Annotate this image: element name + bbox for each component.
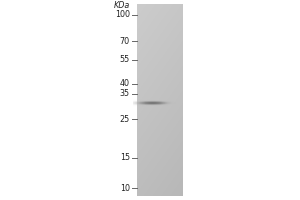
Text: 40: 40 bbox=[120, 79, 130, 88]
Text: 35: 35 bbox=[120, 89, 130, 98]
Text: 15: 15 bbox=[120, 153, 130, 162]
Text: 55: 55 bbox=[120, 55, 130, 64]
Text: 100: 100 bbox=[115, 10, 130, 19]
Text: 10: 10 bbox=[120, 184, 130, 193]
Text: 25: 25 bbox=[120, 115, 130, 124]
Text: KDa: KDa bbox=[114, 1, 130, 10]
Text: 70: 70 bbox=[120, 37, 130, 46]
